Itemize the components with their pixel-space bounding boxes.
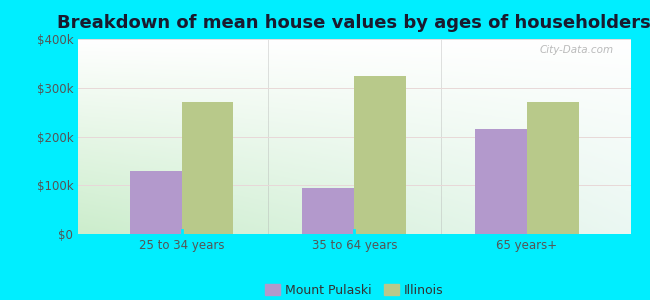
Bar: [527, 102, 579, 234]
Bar: [475, 129, 527, 234]
Bar: [181, 102, 233, 234]
Bar: [130, 171, 181, 234]
Bar: [354, 76, 406, 234]
Text: City-Data.com: City-Data.com: [540, 45, 614, 55]
Bar: [302, 188, 354, 234]
Legend: Mount Pulaski, Illinois: Mount Pulaski, Illinois: [260, 279, 448, 300]
Title: Breakdown of mean house values by ages of householders: Breakdown of mean house values by ages o…: [57, 14, 650, 32]
